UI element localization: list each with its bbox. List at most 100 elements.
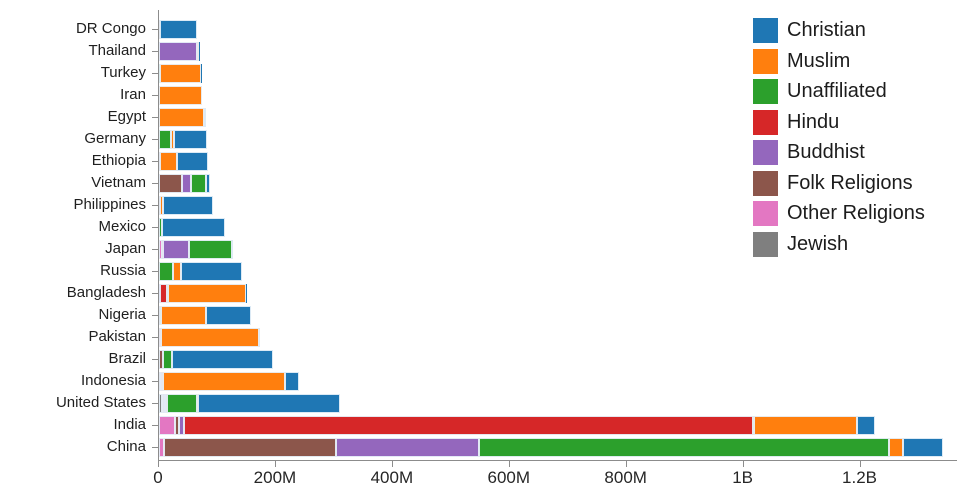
y-tick — [152, 337, 158, 338]
bar-row — [159, 85, 203, 105]
bar-segment-buddhist — [159, 41, 197, 61]
bar-segment-hindu — [159, 327, 161, 347]
bar-segment-christian — [171, 349, 274, 369]
bar-segment-christian — [160, 19, 198, 39]
bar-row — [159, 173, 211, 193]
bar-segment-christian — [857, 415, 876, 435]
legend-swatch-hindu — [753, 109, 778, 135]
legend-label: Other Religions — [787, 202, 925, 224]
y-tick — [152, 315, 158, 316]
y-tick — [152, 73, 158, 74]
bar-segment-muslim — [754, 415, 858, 435]
legend-label: Christian — [787, 19, 866, 41]
legend-swatch-christian — [753, 18, 778, 43]
bar-segment-buddhist — [182, 173, 191, 193]
country-label: Bangladesh — [66, 284, 146, 301]
bar-row — [159, 305, 252, 325]
legend-label: Hindu — [787, 110, 840, 133]
bar-segment-unaffiliated — [159, 129, 172, 149]
bar-segment-unaffiliated — [190, 173, 207, 193]
country-label: Russia — [100, 262, 146, 279]
bar-segment-muslim — [171, 129, 174, 149]
y-tick — [152, 425, 158, 426]
bar-segment-other-religions — [159, 239, 163, 259]
bar-segment-folk-religions — [159, 195, 160, 215]
bar-segment-christian — [903, 437, 944, 457]
bar-segment-other-religions — [159, 437, 165, 457]
country-label: Ethiopia — [91, 152, 146, 169]
bar-segment-hindu — [159, 283, 168, 303]
bar-row — [159, 415, 876, 435]
country-label: Egypt — [107, 108, 146, 125]
x-tick-label: 600M — [487, 468, 531, 487]
bar-row — [159, 107, 207, 127]
bar-row — [159, 349, 274, 369]
bar-segment-muslim — [196, 393, 199, 413]
bar-segment-other-religions — [159, 415, 176, 435]
legend-item: Unaffiliated — [753, 79, 925, 104]
country-label: Brazil — [108, 350, 146, 367]
bar-row — [159, 437, 944, 457]
bar-segment-buddhist — [336, 437, 480, 457]
country-label: Thailand — [88, 42, 146, 59]
bar-row — [159, 129, 207, 149]
bar-row — [159, 151, 208, 171]
x-tick-label: 200M — [253, 468, 297, 487]
x-tick — [274, 461, 276, 467]
y-tick — [152, 29, 158, 30]
y-tick — [152, 51, 158, 52]
bar-segment-christian — [203, 107, 207, 127]
x-tick — [391, 461, 393, 467]
y-tick — [152, 249, 158, 250]
country-label: Indonesia — [80, 372, 146, 389]
country-label: Turkey — [100, 64, 146, 81]
bar-segment-folk-religions — [159, 151, 161, 171]
legend-swatch-folk-religions — [753, 170, 778, 196]
y-tick — [152, 161, 158, 162]
bar-segment-folk-religions — [159, 305, 161, 325]
legend-swatch-buddhist — [753, 140, 778, 165]
legend-swatch-other-religions — [753, 201, 778, 226]
bar-segment-muslim — [159, 107, 204, 127]
bar-segment-muslim — [163, 371, 286, 391]
country-label: Iran — [120, 86, 146, 103]
bar-segment-folk-religions — [159, 173, 183, 193]
country-label: DR Congo — [75, 20, 146, 37]
bar-segment-folk-religions — [159, 349, 163, 369]
bar-segment-christian — [205, 305, 252, 325]
bar-segment-hindu — [183, 415, 754, 435]
bar-segment-folk-religions — [159, 19, 160, 39]
bar-segment-muslim — [159, 195, 163, 215]
country-label: Pakistan — [88, 328, 146, 345]
x-tick — [508, 461, 510, 467]
legend-label: Folk Religions — [787, 171, 913, 194]
bar-segment-christian — [258, 327, 261, 347]
bar-segment-buddhist — [159, 371, 161, 391]
bar-segment-hindu — [160, 371, 163, 391]
bar-segment-christian — [173, 129, 207, 149]
bar-segment-unaffiliated — [159, 217, 163, 237]
bar-segment-christian — [162, 217, 226, 237]
bar-segment-muslim — [196, 41, 200, 61]
bar-segment-christian — [162, 195, 214, 215]
bar-segment-muslim — [167, 283, 246, 303]
bar-row — [159, 41, 200, 61]
bar-segment-other-religions — [162, 393, 164, 413]
y-tick — [152, 381, 158, 382]
bar-row — [159, 327, 261, 347]
x-tick — [158, 461, 159, 467]
y-tick — [152, 205, 158, 206]
legend-label: Unaffiliated — [787, 80, 887, 102]
country-label: Nigeria — [98, 306, 146, 323]
y-tick — [152, 117, 158, 118]
bar-segment-unaffiliated — [166, 393, 197, 413]
y-tick — [152, 95, 158, 96]
legend-swatch-muslim — [753, 48, 778, 74]
y-tick — [152, 183, 158, 184]
bar-segment-hindu — [165, 393, 167, 413]
bar-segment-buddhist — [178, 415, 184, 435]
country-label: Vietnam — [91, 174, 146, 191]
x-tick — [625, 461, 627, 467]
bar-row — [159, 195, 214, 215]
